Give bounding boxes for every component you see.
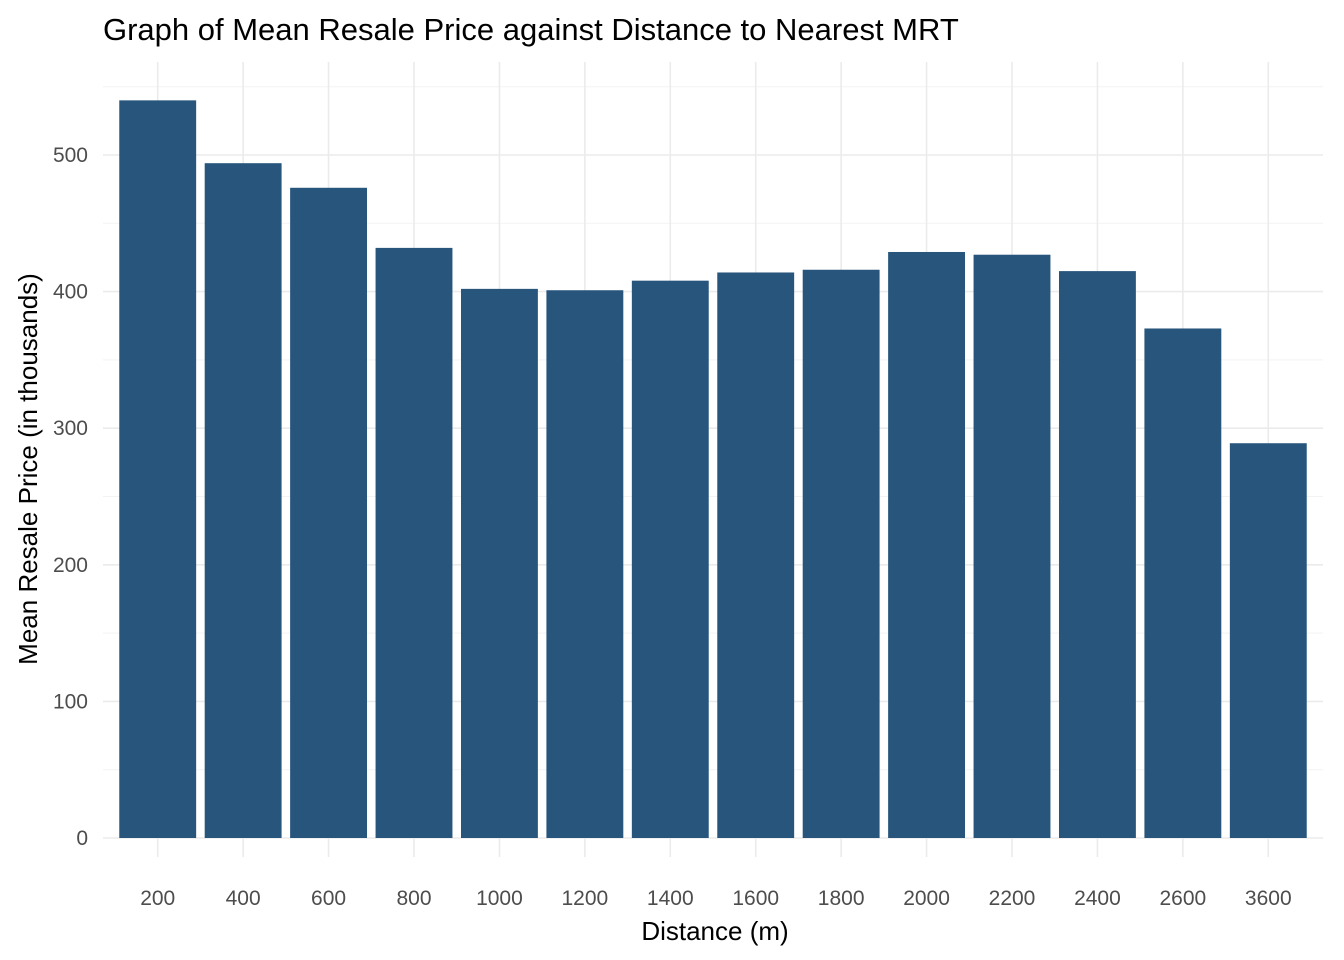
bar-1400 xyxy=(631,280,709,838)
bar-400 xyxy=(204,163,282,839)
y-tick-label: 100 xyxy=(53,690,88,713)
x-tick-label: 200 xyxy=(140,887,175,910)
y-tick-label: 300 xyxy=(53,417,88,440)
bar-3600 xyxy=(1229,443,1307,838)
bars xyxy=(119,100,1307,839)
x-tick-label: 2600 xyxy=(1159,887,1206,910)
bar-2600 xyxy=(1144,328,1222,838)
x-tick-label: 800 xyxy=(396,887,431,910)
x-tick-label: 2200 xyxy=(989,887,1036,910)
chart-title: Graph of Mean Resale Price against Dista… xyxy=(103,12,959,47)
bar-1000 xyxy=(460,288,538,838)
x-tick-label: 1200 xyxy=(561,887,608,910)
x-tick-label: 2400 xyxy=(1074,887,1121,910)
bar-1600 xyxy=(717,272,795,838)
x-tick-label: 2000 xyxy=(903,887,950,910)
bar-1800 xyxy=(802,269,880,838)
bar-2400 xyxy=(1058,271,1136,838)
x-axis-title: Distance (m) xyxy=(641,916,788,946)
y-tick-label: 200 xyxy=(53,554,88,577)
x-tick-label: 1000 xyxy=(476,887,523,910)
bar-1200 xyxy=(546,290,624,838)
bar-600 xyxy=(290,187,368,838)
bar-2000 xyxy=(888,251,966,839)
x-tick-labels: 200 400 600 800 1000 1200 1400 1600 1800 2000 2200… xyxy=(140,887,1291,910)
x-tick-label: 1800 xyxy=(818,887,865,910)
x-tick-label: 3600 xyxy=(1245,887,1292,910)
y-tick-label: 0 xyxy=(76,827,88,850)
x-tick-label: 600 xyxy=(311,887,346,910)
bar-2200 xyxy=(973,254,1051,838)
x-tick-label: 1600 xyxy=(732,887,779,910)
x-tick-label: 400 xyxy=(226,887,261,910)
x-tick-label: 1400 xyxy=(647,887,694,910)
y-tick-labels: 0 100 200 300 400 500 xyxy=(53,144,88,850)
y-axis-title: Mean Resale Price (in thousands) xyxy=(13,273,43,665)
y-tick-label: 400 xyxy=(53,281,88,304)
bar-200 xyxy=(119,100,197,839)
bar-800 xyxy=(375,247,453,838)
y-tick-label: 500 xyxy=(53,144,88,167)
